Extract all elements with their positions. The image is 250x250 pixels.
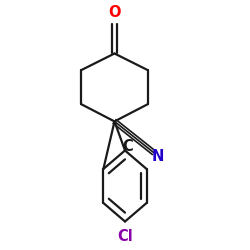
Text: Cl: Cl xyxy=(117,229,133,244)
Text: O: O xyxy=(108,4,121,20)
Text: C: C xyxy=(122,139,133,154)
Text: N: N xyxy=(152,148,164,164)
